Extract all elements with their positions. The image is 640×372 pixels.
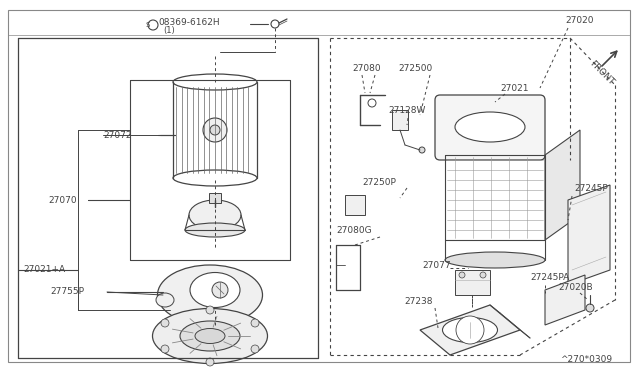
Polygon shape: [455, 270, 490, 295]
Text: 27250P: 27250P: [362, 177, 396, 186]
Text: S: S: [146, 22, 150, 28]
Ellipse shape: [189, 200, 241, 230]
Polygon shape: [545, 275, 585, 325]
Circle shape: [210, 125, 220, 135]
Ellipse shape: [195, 328, 225, 343]
Ellipse shape: [455, 112, 525, 142]
Circle shape: [206, 358, 214, 366]
Text: 27245P: 27245P: [574, 183, 608, 192]
Ellipse shape: [157, 265, 262, 325]
Text: 27238: 27238: [404, 298, 433, 307]
Circle shape: [368, 99, 376, 107]
Polygon shape: [545, 130, 580, 240]
Circle shape: [419, 147, 425, 153]
FancyBboxPatch shape: [435, 95, 545, 160]
Text: (1): (1): [163, 26, 175, 35]
Text: 27080G: 27080G: [336, 225, 372, 234]
Circle shape: [161, 345, 169, 353]
Ellipse shape: [152, 308, 268, 363]
Circle shape: [212, 282, 228, 298]
Text: 27755P: 27755P: [50, 288, 84, 296]
Text: 08369-6162H: 08369-6162H: [158, 17, 220, 26]
Circle shape: [203, 118, 227, 142]
Circle shape: [586, 304, 594, 312]
Ellipse shape: [442, 317, 497, 343]
Text: 27072: 27072: [103, 131, 131, 140]
Text: 27020B: 27020B: [558, 283, 593, 292]
Polygon shape: [568, 185, 610, 285]
Circle shape: [456, 316, 484, 344]
Text: 27077: 27077: [422, 260, 451, 269]
Ellipse shape: [185, 223, 245, 237]
Circle shape: [251, 319, 259, 327]
Text: FRONT: FRONT: [588, 59, 616, 87]
Text: 27128W: 27128W: [388, 106, 426, 115]
Polygon shape: [345, 195, 365, 215]
Text: 27245PA: 27245PA: [530, 273, 569, 282]
Circle shape: [161, 319, 169, 327]
Text: 272500: 272500: [398, 64, 432, 73]
Text: ^270*0309: ^270*0309: [560, 356, 612, 365]
Text: 27080: 27080: [352, 64, 381, 73]
Circle shape: [206, 306, 214, 314]
Text: 27020: 27020: [565, 16, 593, 25]
Ellipse shape: [156, 293, 174, 307]
Bar: [209, 193, 221, 203]
Ellipse shape: [180, 321, 240, 351]
Ellipse shape: [190, 273, 240, 308]
Circle shape: [459, 272, 465, 278]
Circle shape: [251, 345, 259, 353]
Text: 27021+A: 27021+A: [23, 266, 65, 275]
Text: 27070: 27070: [48, 196, 77, 205]
Polygon shape: [420, 305, 520, 355]
Text: 27021: 27021: [500, 83, 529, 93]
Bar: [392, 110, 408, 130]
Circle shape: [480, 272, 486, 278]
Ellipse shape: [445, 252, 545, 268]
